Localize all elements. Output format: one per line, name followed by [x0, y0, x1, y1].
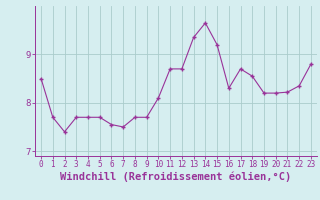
X-axis label: Windchill (Refroidissement éolien,°C): Windchill (Refroidissement éolien,°C)	[60, 172, 292, 182]
